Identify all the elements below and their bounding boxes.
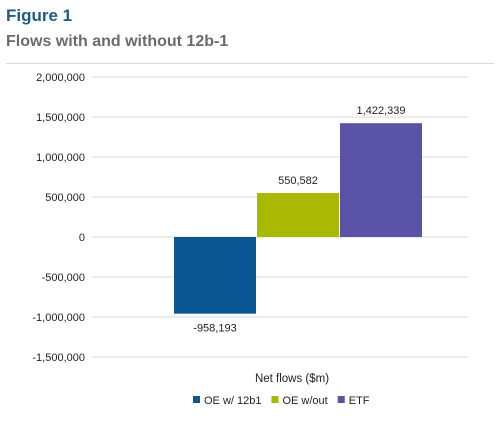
legend-entry: OE w/out [282, 395, 327, 407]
bar-oe-w-12b1 [174, 237, 256, 314]
figure-title: Flows with and without 12b-1 [6, 33, 229, 50]
bar-etf [340, 123, 422, 237]
y-tick-label: 2,000,000 [36, 72, 85, 84]
bar-oe-w-out [257, 192, 339, 237]
y-tick-label: -1,500,000 [32, 352, 85, 364]
legend-entry: OE w/ 12b1 [204, 395, 261, 407]
legend-entry: ETF [349, 395, 370, 407]
y-tick-label: 0 [79, 232, 85, 244]
y-tick-label: -1,000,000 [32, 312, 85, 324]
y-tick-label: -500,000 [42, 272, 85, 284]
x-axis-label: Net flows ($m) [255, 373, 329, 385]
data-label: 550,582 [278, 175, 318, 187]
data-label: 1,422,339 [357, 105, 406, 117]
legend-swatch [193, 396, 200, 403]
y-tick-label: 1,500,000 [36, 112, 85, 124]
figure-label: Figure 1 [6, 6, 73, 25]
y-tick-label: 500,000 [45, 192, 85, 204]
title-divider [6, 63, 494, 64]
legend-swatch [337, 396, 345, 403]
data-label: -958,193 [193, 323, 236, 335]
y-tick-label: 1,000,000 [36, 152, 85, 164]
legend-swatch [271, 396, 279, 403]
